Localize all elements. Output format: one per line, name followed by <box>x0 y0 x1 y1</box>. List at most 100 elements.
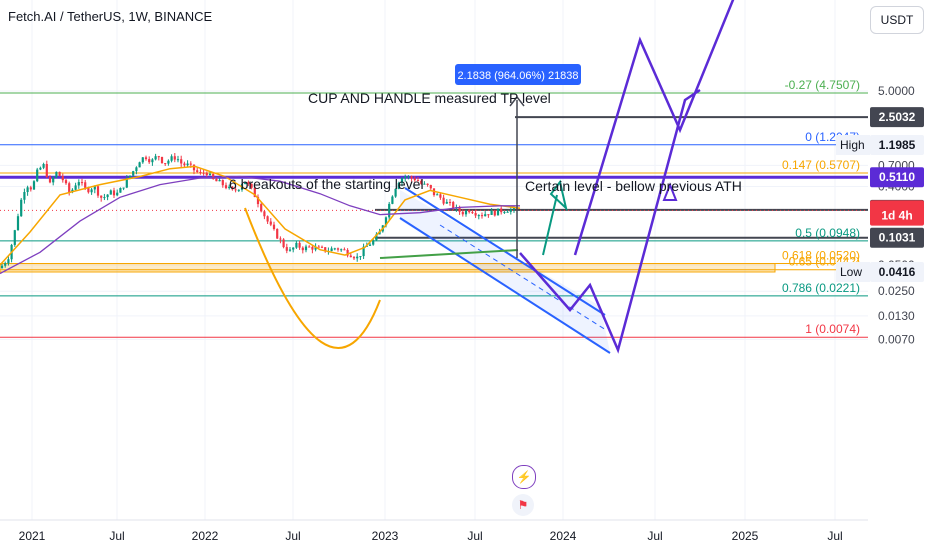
candle-body-14 <box>45 164 48 177</box>
green-arrow-head <box>549 179 568 211</box>
candle-body-82 <box>263 211 266 217</box>
annotation-1: 6 breakouts of the starting level <box>229 176 424 192</box>
candle-body-11 <box>36 169 39 182</box>
candle-body-113 <box>362 246 365 257</box>
candle-body-13 <box>42 164 45 168</box>
candle-body-71 <box>228 186 231 189</box>
candle-body-155 <box>496 208 500 216</box>
candle-body-78 <box>250 183 253 188</box>
support-zone <box>0 263 776 273</box>
candle-body-94 <box>301 247 304 251</box>
candle-body-154 <box>493 210 496 216</box>
candle-body-110 <box>352 257 356 259</box>
price-tag-2: 0.5110 <box>879 170 915 184</box>
price-tag-label-7: Low <box>840 265 862 279</box>
price-axis[interactable]: 5.00000.70000.40000.05000.02500.01300.00… <box>878 84 915 346</box>
ma-fast-line <box>0 165 521 266</box>
candle-body-144 <box>461 211 464 215</box>
candle-body-140 <box>448 201 452 203</box>
candle-body-68 <box>218 180 221 182</box>
candle-body-8 <box>26 187 29 193</box>
measure-arrow-head <box>509 95 525 107</box>
y-tick-5: 0.0130 <box>878 309 915 323</box>
candle-body-5 <box>16 216 20 231</box>
price-tag-7: 0.0416 <box>879 265 916 279</box>
candle-body-92 <box>295 242 298 248</box>
candle-body-55 <box>176 159 180 161</box>
candle-body-6 <box>20 199 23 217</box>
price-tag-bg-1 <box>870 135 924 155</box>
candle-body-127 <box>407 176 410 178</box>
fib-label-4: 0.618 (0.0520) <box>782 249 860 263</box>
candle-body-121 <box>388 203 391 218</box>
y-tick-4: 0.0250 <box>878 284 915 298</box>
x-tick-5: Jul <box>467 529 482 543</box>
currency-button[interactable]: USDT <box>870 6 924 34</box>
annotations: CUP AND HANDLE measured TP level 6 breako… <box>229 64 742 258</box>
candle-body-39 <box>125 178 128 188</box>
candle-body-70 <box>224 185 228 189</box>
candle-body-91 <box>292 247 295 250</box>
candle-body-84 <box>269 221 272 225</box>
candle-body-31 <box>100 195 103 198</box>
fib-label-2: 0.147 (0.5707) <box>782 158 860 172</box>
time-axis[interactable]: 2021 Jul 2022 Jul 2023 Jul 2024 Jul 2025 Jul <box>0 519 868 543</box>
candle-body-132 <box>423 183 426 185</box>
green-arrow-line <box>542 194 558 256</box>
x-tick-3: Jul <box>285 529 300 543</box>
candle-body-145 <box>464 210 468 215</box>
candle-body-134 <box>429 184 432 189</box>
candle-body-40 <box>128 175 132 179</box>
candle-body-85 <box>272 224 276 230</box>
candle-body-9 <box>29 187 32 190</box>
candle-body-61 <box>196 170 199 172</box>
candle-body-123 <box>394 188 397 197</box>
candle-body-77 <box>247 182 250 184</box>
moving-averages <box>0 165 521 349</box>
candle-body-111 <box>356 256 359 259</box>
candle-body-76 <box>244 182 247 185</box>
candle-body-27 <box>87 187 90 193</box>
x-tick-9: Jul <box>827 529 842 543</box>
candle-body-151 <box>484 214 487 217</box>
us-flag-icon[interactable]: ⚑ <box>512 494 534 516</box>
candle-body-158 <box>506 211 509 213</box>
price-tag-6: 0.1031 <box>879 231 916 245</box>
candle-body-115 <box>368 244 372 246</box>
candle-body-0 <box>0 265 4 269</box>
x-tick-6: 2024 <box>550 529 577 543</box>
candle-body-72 <box>231 186 234 190</box>
price-tag-label-1: High <box>840 138 865 152</box>
candle-body-80 <box>256 197 260 205</box>
x-tick-4: 2023 <box>372 529 399 543</box>
candle-body-79 <box>253 187 256 198</box>
candle-body-147 <box>471 212 474 214</box>
candle-body-67 <box>215 179 218 182</box>
x-tick-1: Jul <box>109 529 124 543</box>
candle-body-83 <box>266 216 269 222</box>
candle-body-95 <box>304 246 308 251</box>
fib-lines <box>0 92 868 338</box>
candle-body-21 <box>68 183 71 193</box>
price-tag-bg-0 <box>870 107 924 128</box>
candle-body-131 <box>420 180 423 184</box>
candle-body-20 <box>64 180 68 184</box>
candle-body-120 <box>384 217 388 226</box>
lightning-icon[interactable]: ⚡ <box>512 465 536 489</box>
candle-body-129 <box>413 178 416 181</box>
candle-body-141 <box>452 202 455 209</box>
candle-body-1 <box>4 263 7 266</box>
candle-body-149 <box>477 215 480 217</box>
candle-body-66 <box>212 173 215 180</box>
candle-body-32 <box>103 197 106 199</box>
candle-body-87 <box>279 238 282 240</box>
candle-body-117 <box>375 234 378 241</box>
fib-label-0: -0.27 (4.7507) <box>785 78 860 92</box>
candle-body-43 <box>138 162 141 168</box>
candle-body-106 <box>340 249 343 251</box>
candle-body-152 <box>487 214 490 216</box>
candle-body-17 <box>55 171 58 178</box>
candle-body-51 <box>164 163 167 165</box>
candle-body-15 <box>48 176 52 183</box>
